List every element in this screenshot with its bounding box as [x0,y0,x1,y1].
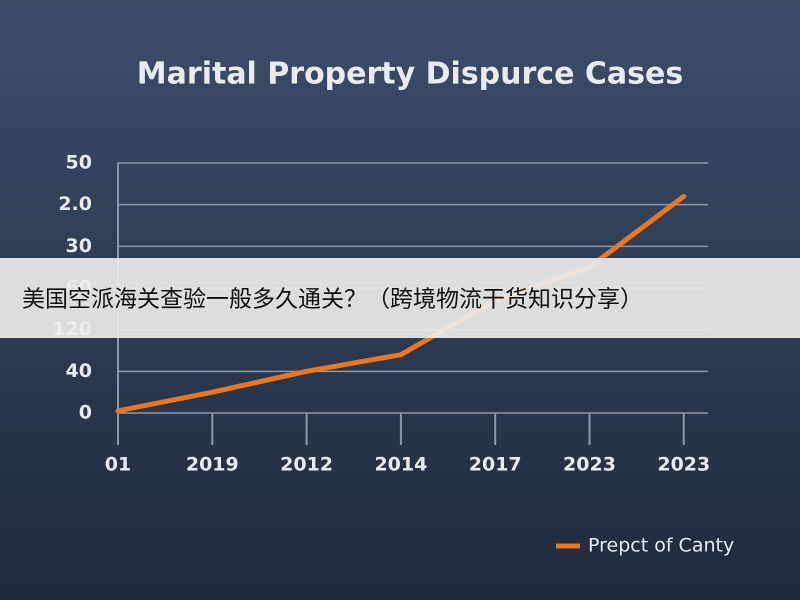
y-tick-label: 30 [66,235,92,257]
y-tick-label: 0 [79,402,92,424]
x-tick-label: 2014 [374,454,427,476]
overlay-text: 美国空派海关查验一般多久通关？（跨境物流干货知识分享） [22,287,643,313]
x-tick-label: 01 [105,454,131,476]
x-tick-label: 2023 [657,454,710,476]
x-tick-label: 2012 [280,454,333,476]
x-tick-label: 2019 [186,454,239,476]
x-tick-label: 2023 [563,454,616,476]
y-tick-label: 40 [66,360,92,382]
y-tick-label: 2.0 [58,193,92,215]
y-tick-label: 50 [66,152,92,174]
chart-title: Marital Property Dispurce Cases [137,57,683,92]
x-tick-label: 2017 [469,454,522,476]
overlay-banner [0,258,800,338]
legend-label: Prepct of Canty [588,535,734,557]
